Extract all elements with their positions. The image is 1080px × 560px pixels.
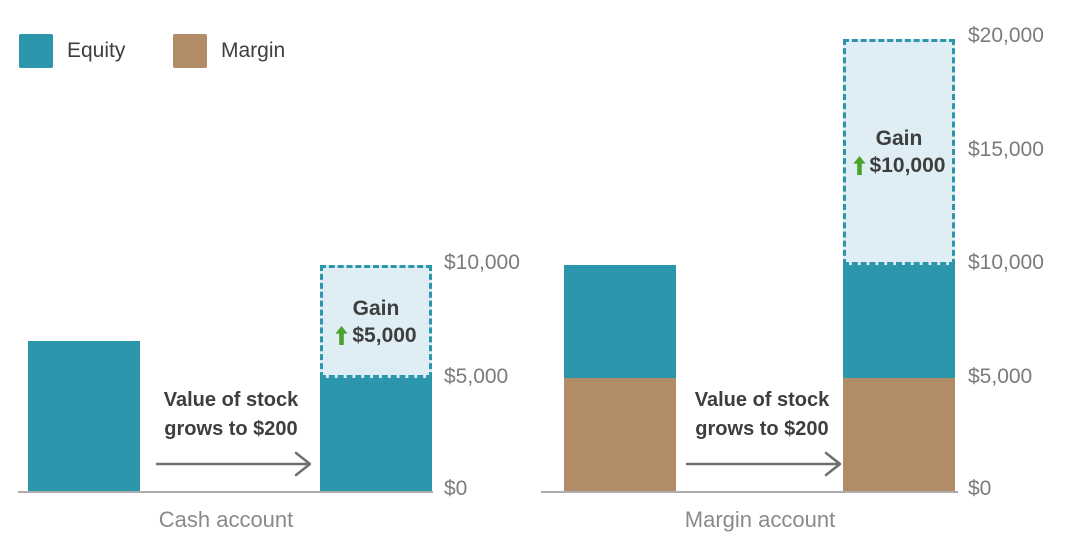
cash-x-axis-line — [18, 491, 433, 493]
margin-annotation-line2: grows to $200 — [695, 417, 829, 440]
margin-gain-title: Gain — [875, 127, 923, 150]
margin-annotation-line1: Value of stock — [694, 389, 830, 411]
margin-before-bar — [564, 265, 676, 491]
cash-gain-amount: $5,000 — [352, 323, 417, 347]
cash-annotation-line2: grows to $200 — [164, 417, 298, 440]
margin-after-bar: Gain $10,000 — [843, 39, 955, 491]
margin-after-equity-segment — [843, 265, 955, 378]
margin-after-margin-segment — [843, 378, 955, 491]
cash-before-equity-segment — [28, 341, 140, 491]
margin-before-margin-segment — [564, 378, 676, 491]
margin-gain-amount-row: $10,000 — [852, 152, 946, 179]
growth-right-arrow-icon — [686, 451, 842, 477]
y-axis-tick-label: $5,000 — [444, 365, 509, 388]
margin-account-title: Margin account — [684, 507, 836, 532]
legend-label-margin: Margin — [221, 39, 286, 62]
cash-after-equity-segment — [320, 378, 432, 491]
y-axis-tick-label: $0 — [968, 477, 992, 500]
y-axis-tick-label: $10,000 — [968, 251, 1044, 274]
y-axis-tick-label: $0 — [444, 477, 468, 500]
legend-item-equity: Equity — [19, 34, 125, 68]
cash-before-bar — [28, 341, 140, 491]
cash-after-bar: Gain $5,000 — [320, 265, 432, 491]
cash-gain-region: Gain $5,000 — [320, 265, 432, 378]
margin-before-equity-segment — [564, 265, 676, 378]
margin-gain-region: Gain $10,000 — [843, 39, 955, 265]
cash-account-title: Cash account — [158, 507, 294, 532]
legend-label-equity: Equity — [67, 39, 126, 62]
cash-gain-amount-row: $5,000 — [335, 322, 417, 349]
y-axis-tick-label: $10,000 — [444, 251, 520, 274]
gain-up-arrow-icon — [335, 325, 348, 345]
y-axis-tick-label: $15,000 — [968, 138, 1044, 161]
equity-swatch-icon — [19, 34, 53, 68]
cash-annotation: Value of stock grows to $200 — [164, 386, 299, 443]
margin-x-axis-line — [541, 491, 958, 493]
legend-item-margin: Margin — [173, 34, 285, 68]
growth-right-arrow-icon — [156, 451, 312, 477]
margin-gain-amount: $10,000 — [869, 154, 946, 177]
gain-up-arrow-icon — [852, 156, 866, 175]
y-axis-tick-label: $5,000 — [968, 365, 1033, 388]
cash-annotation-line1: Value of stock — [163, 389, 299, 411]
margin-annotation: Value of stock grows to $200 — [695, 386, 830, 443]
y-axis-tick-label: $20,000 — [968, 24, 1044, 47]
margin-swatch-icon — [173, 34, 207, 68]
cash-gain-title: Gain — [352, 296, 400, 320]
